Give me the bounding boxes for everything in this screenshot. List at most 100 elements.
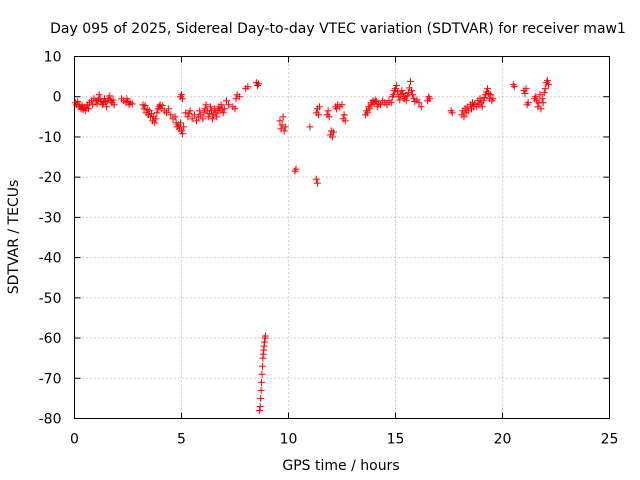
data-point [253, 81, 261, 89]
data-point [261, 332, 269, 340]
data-point [213, 113, 221, 121]
data-point [409, 91, 417, 99]
data-point [255, 80, 263, 88]
data-point [179, 130, 187, 138]
data-point [158, 102, 166, 110]
data-point [292, 165, 300, 173]
data-point [258, 370, 266, 378]
data-point [341, 117, 349, 125]
data-point [209, 115, 217, 123]
data-point [84, 105, 92, 113]
data-point [415, 99, 423, 107]
x-tick-label: 0 [70, 432, 79, 448]
data-point [217, 101, 225, 109]
data-point [538, 95, 546, 103]
data-point [313, 179, 321, 187]
tick-label-layer: 0 5 10 15 20 25 10 0 -10 -20 -30 -40 -50 -60 -70 -80 [39, 50, 619, 448]
data-point [393, 81, 401, 89]
data-point [276, 117, 284, 125]
x-tick-label: 5 [177, 432, 186, 448]
data-point [225, 101, 233, 109]
y-axis-label: SDTVAR / TECUs [6, 180, 22, 295]
chart-title: Day 095 of 2025, Sidereal Day-to-day VTE… [50, 21, 626, 37]
data-point [281, 123, 289, 131]
data-point [487, 91, 495, 99]
x-tick-label: 10 [280, 432, 298, 448]
data-point [371, 96, 379, 104]
data-point [219, 109, 227, 117]
data-point [202, 101, 210, 109]
data-point [163, 109, 171, 117]
data-point [186, 107, 194, 115]
data-point [257, 394, 265, 402]
data-point [408, 87, 416, 95]
data-point [396, 96, 404, 104]
data-point [244, 83, 252, 91]
data-point [153, 109, 161, 117]
point-layer [72, 77, 553, 414]
data-point [489, 95, 497, 103]
y-tick-label: -80 [39, 412, 62, 428]
data-point [524, 99, 532, 107]
data-point [537, 105, 545, 113]
x-tick-label: 25 [601, 432, 619, 448]
data-point [484, 85, 492, 93]
data-point [256, 402, 264, 410]
y-tick-label: -10 [39, 130, 62, 146]
plot-frame [74, 56, 610, 419]
data-point [532, 93, 540, 101]
x-tick-label: 20 [494, 432, 512, 448]
tick-layer [74, 56, 610, 419]
data-point [329, 128, 337, 136]
data-point [540, 89, 548, 97]
data-point [152, 115, 160, 123]
data-point [387, 99, 395, 107]
data-point [478, 103, 486, 111]
data-point [389, 91, 397, 99]
data-point [106, 92, 114, 100]
data-point [222, 97, 230, 105]
data-point [539, 99, 547, 107]
y-tick-label: 10 [44, 50, 62, 66]
data-point [188, 115, 196, 123]
data-point [171, 113, 179, 121]
data-point [151, 119, 159, 127]
data-point [165, 105, 173, 113]
data-point [128, 100, 136, 108]
data-point [366, 105, 374, 113]
data-point [256, 406, 264, 414]
data-point [179, 95, 187, 103]
y-tick-label: -50 [39, 291, 62, 307]
data-point [110, 101, 118, 109]
data-point [325, 113, 333, 121]
data-point [460, 113, 468, 121]
data-point [403, 92, 411, 100]
data-point [324, 107, 332, 115]
data-point [93, 100, 101, 108]
data-point [314, 111, 322, 119]
data-point [258, 362, 266, 370]
data-point [206, 103, 214, 111]
data-point [479, 97, 487, 105]
y-tick-label: -30 [39, 210, 62, 226]
grid-layer [74, 56, 610, 419]
y-tick-label: -60 [39, 331, 62, 347]
data-point [192, 117, 200, 125]
data-point [279, 113, 287, 121]
y-tick-label: -40 [39, 251, 62, 267]
y-tick-label: -20 [39, 170, 62, 186]
y-tick-label: 0 [53, 90, 62, 106]
data-point [180, 123, 188, 131]
data-point [521, 90, 529, 98]
data-point [258, 378, 266, 386]
data-point [377, 101, 385, 109]
data-point [306, 123, 314, 131]
data-point [196, 107, 204, 115]
data-point [182, 109, 190, 117]
data-point [417, 103, 425, 111]
data-point [406, 77, 414, 85]
x-tick-label: 15 [387, 432, 405, 448]
data-point [176, 119, 184, 127]
data-point [184, 113, 192, 121]
